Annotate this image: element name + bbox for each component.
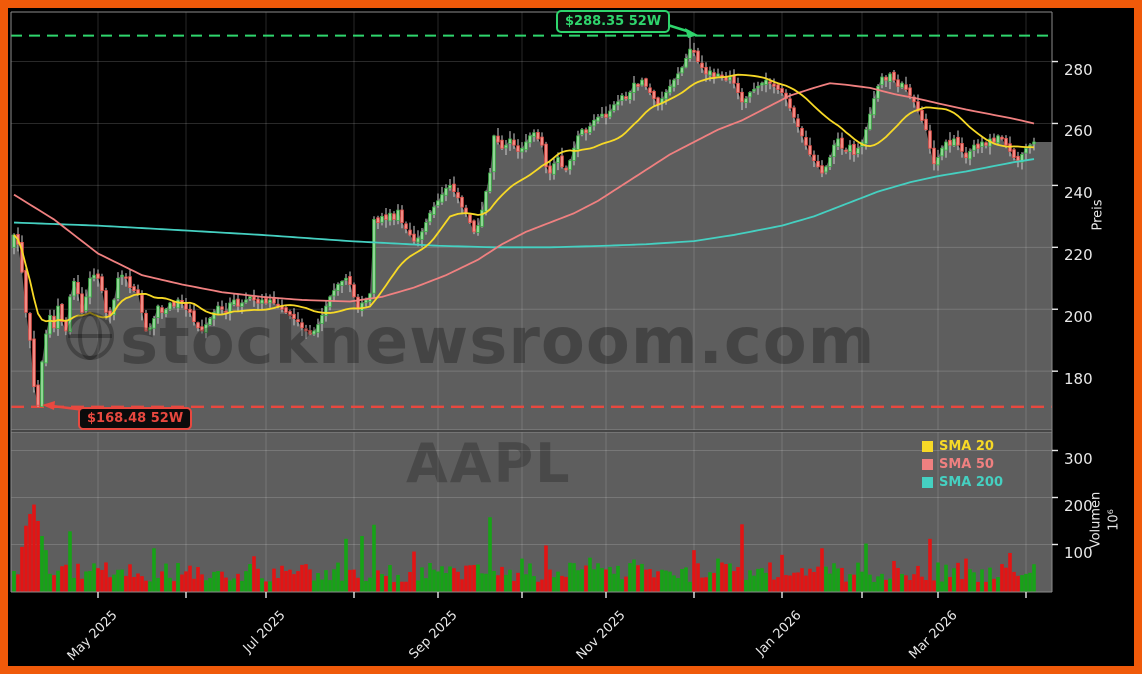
sma20-line [13, 73, 1035, 323]
legend-item-sma20: SMA 20 [922, 437, 1003, 455]
sma200-label: SMA 200 [939, 474, 1004, 490]
sma50-label: SMA 50 [939, 456, 994, 472]
sma-legend: SMA 20 SMA 50 SMA 200 [922, 437, 1003, 491]
watermark-symbol: AAPL [406, 432, 572, 495]
high-52w-annotation: $288.35 52W [556, 10, 671, 33]
sma50-swatch [922, 458, 933, 470]
spines [10, 11, 1053, 593]
price-tick-label: 180 [1064, 370, 1093, 389]
sma20-swatch [922, 440, 933, 452]
watermark-site: stocknewsroom.com [120, 305, 876, 379]
price-area-fill [11, 49, 1052, 431]
volume-axis-unit: 10⁶ [1106, 509, 1122, 531]
axis-ticks [97, 60, 1058, 598]
price-tick-label: 200 [1064, 308, 1093, 327]
price-tick-label: 240 [1064, 184, 1093, 203]
legend-item-sma50: SMA 50 [922, 455, 1003, 473]
candles [12, 35, 1036, 408]
price-tick-label: 280 [1064, 60, 1093, 79]
low-52w-annotation: $168.48 52W [78, 407, 193, 430]
volume-tick-label: 200 [1064, 496, 1093, 515]
sma200-line [13, 158, 1035, 249]
sma50-line [13, 82, 1035, 303]
chart-canvas [10, 11, 1058, 598]
legend-item-sma200: SMA 200 [922, 473, 1003, 491]
price-tick-label: 260 [1064, 122, 1093, 141]
sma20-label: SMA 20 [939, 438, 994, 454]
volume-tick-label: 300 [1064, 449, 1093, 468]
price-axis-label: Preis [1090, 199, 1106, 231]
grid [11, 12, 1052, 592]
sma200-swatch [922, 476, 933, 488]
price-tick-label: 220 [1064, 246, 1093, 265]
52w-lines [11, 34, 1052, 409]
volume-tick-label: 100 [1064, 543, 1093, 562]
volume-bars [12, 504, 1036, 592]
globe-icon [64, 310, 116, 366]
